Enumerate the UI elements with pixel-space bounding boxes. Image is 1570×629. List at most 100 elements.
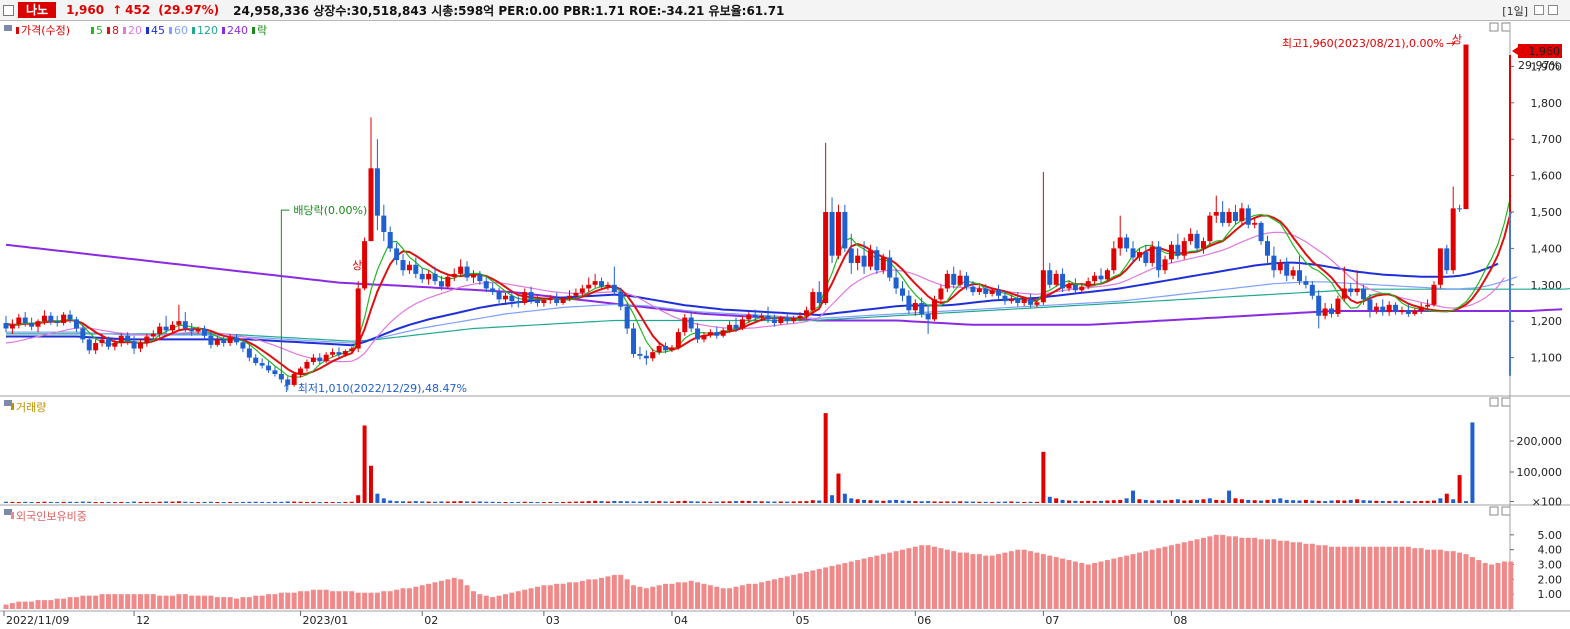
volume-bar <box>1041 451 1046 503</box>
holding-bar <box>983 555 989 609</box>
volume-bar <box>1438 498 1443 503</box>
candle-body <box>1348 288 1354 293</box>
holding-bar <box>1053 557 1059 609</box>
candle-body <box>176 321 182 325</box>
holding-bar <box>323 589 329 609</box>
restore-icon[interactable] <box>1534 5 1544 15</box>
volume-bar <box>1156 500 1161 503</box>
holding-bar <box>714 586 720 609</box>
candle-body <box>240 342 246 349</box>
candle-body <box>1015 298 1021 303</box>
checkbox[interactable] <box>3 4 14 16</box>
holding-bar <box>240 597 246 609</box>
candle-body <box>951 273 957 285</box>
volume-bar <box>759 501 764 503</box>
holding-bar <box>1303 543 1309 609</box>
x-tick-label: 05 <box>796 614 810 627</box>
volume-bar <box>1335 500 1340 503</box>
candle-body <box>1431 284 1437 305</box>
volume-bar <box>1399 501 1404 503</box>
volume-bar <box>23 501 28 503</box>
holding-bar <box>976 554 982 609</box>
legend-swatch <box>107 27 110 34</box>
stock-name-badge[interactable]: 나노 <box>18 2 57 18</box>
candle-body <box>624 306 630 329</box>
holding-bar <box>227 597 233 609</box>
holding-bar <box>1476 560 1482 609</box>
volume-bar <box>1079 501 1084 503</box>
volume-bar <box>1412 501 1417 503</box>
candle-body <box>1277 262 1283 271</box>
candle-body <box>35 321 41 327</box>
candle-body <box>1284 262 1290 276</box>
volume-bar <box>304 501 309 503</box>
volume-bar <box>1348 499 1353 503</box>
holding-bar <box>746 583 752 609</box>
candle-body <box>784 317 790 322</box>
holding-bar <box>1264 539 1270 609</box>
volume-bar <box>413 501 418 503</box>
volume-bar <box>1374 500 1379 503</box>
holding-bar <box>35 600 41 609</box>
candle-body <box>9 324 15 329</box>
volume-bar <box>1265 499 1270 503</box>
holding-bar <box>554 583 560 609</box>
volume-bar <box>484 501 489 503</box>
volume-bar <box>1271 499 1276 503</box>
volume-bar <box>970 501 975 503</box>
volume-bar <box>1066 500 1071 503</box>
candle-body <box>22 317 28 324</box>
candle-body <box>1034 302 1040 305</box>
candle-body <box>611 284 617 293</box>
candle-body <box>707 332 713 336</box>
candle-body <box>330 352 336 355</box>
candle-body <box>1361 288 1367 300</box>
holding-bar <box>733 586 739 609</box>
volume-bar <box>1028 501 1033 503</box>
holding-bar <box>1367 546 1373 609</box>
holding-bar <box>695 582 701 609</box>
holding-bar <box>1008 551 1014 609</box>
candle-body <box>515 301 521 303</box>
holding-bar <box>618 574 624 609</box>
volume-bar <box>657 501 662 503</box>
current-pct-label: 29.97% <box>1518 59 1560 72</box>
holding-bar <box>1066 560 1072 609</box>
holding-bar <box>1437 549 1443 609</box>
holding-bar <box>502 594 508 609</box>
volume-bar <box>772 501 777 503</box>
holding-bar <box>1098 561 1104 609</box>
candle-body <box>842 212 848 249</box>
candle-body <box>1220 212 1226 223</box>
close-icon[interactable] <box>1548 5 1558 15</box>
holding-bar <box>169 595 175 609</box>
volume-bar <box>708 501 713 503</box>
volume-bar <box>106 501 111 503</box>
candle-body <box>1092 275 1098 282</box>
holding-bar <box>61 598 67 609</box>
volume-bar <box>1188 500 1193 503</box>
x-axis: 2022/11/09 12 2023/01 02 03 04 05 06 07 08 <box>3 611 1187 627</box>
holding-bar <box>1501 561 1507 609</box>
x-tick-label: 2023/01 <box>303 614 349 627</box>
candle-body <box>714 332 720 336</box>
holding-bar <box>1316 545 1322 609</box>
holding-bar <box>1143 551 1149 609</box>
candle-body <box>234 337 240 343</box>
holding-bar <box>656 585 662 609</box>
legend-swatch <box>146 27 149 34</box>
period-selector[interactable]: [1일] <box>1502 5 1528 18</box>
legend-entry-240: 240 <box>227 24 248 37</box>
holding-bar <box>1277 540 1283 609</box>
candle-body <box>349 348 355 352</box>
volume-bar <box>336 502 341 504</box>
candle-body <box>848 248 854 263</box>
holding-bar <box>1085 564 1091 609</box>
volume-bar <box>1182 500 1187 503</box>
candle-body <box>1053 273 1059 285</box>
candle-body <box>458 266 464 274</box>
volume-bar <box>1470 422 1475 503</box>
candle-body <box>208 335 214 345</box>
candle-body <box>1309 284 1315 296</box>
